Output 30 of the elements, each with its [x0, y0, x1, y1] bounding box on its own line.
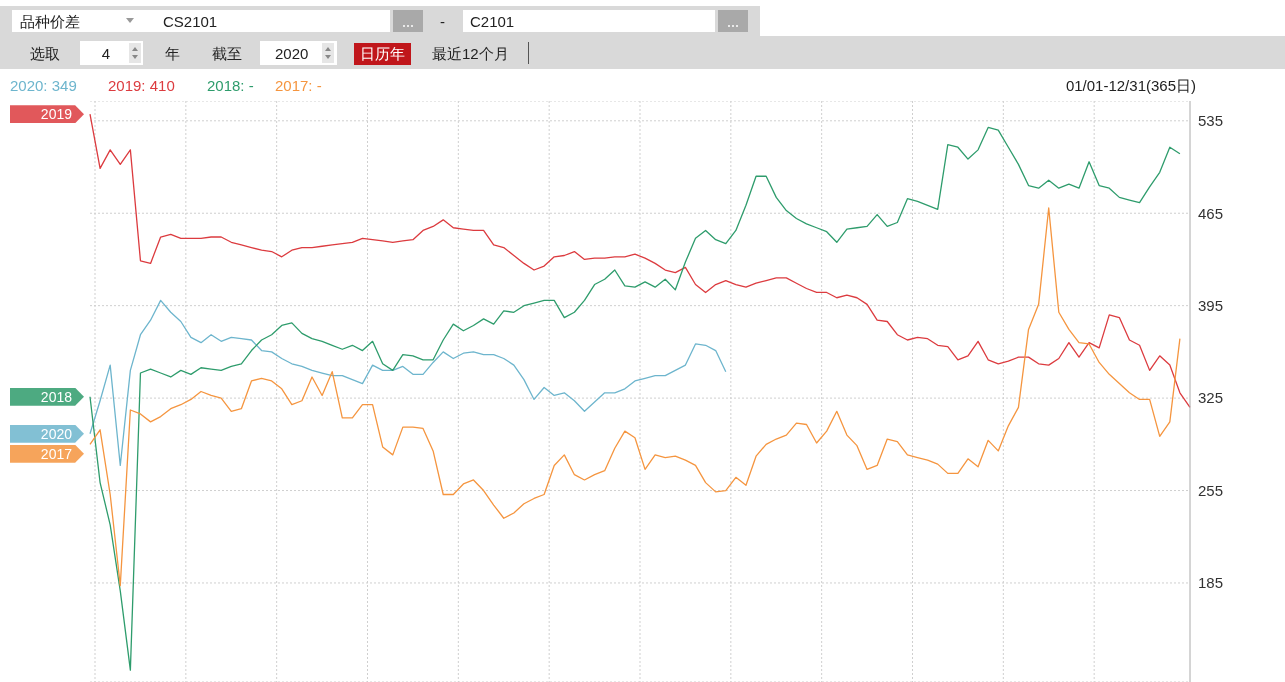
series-label: 2018: [10, 387, 84, 406]
text: C2101: [470, 12, 515, 32]
y-tick-label: 465: [1198, 204, 1224, 222]
text: 2017: -: [275, 76, 322, 96]
series-label: 2019: [10, 105, 84, 124]
y-tick-label: 395: [1198, 297, 1224, 314]
text: 2020: [275, 44, 309, 64]
series-label: 2020: [10, 424, 84, 443]
y-tick-label: 255: [1198, 481, 1224, 499]
y-tick-label: 185: [1198, 574, 1224, 592]
text: 年: [165, 44, 180, 64]
text: 2020: 349: [10, 76, 77, 96]
text: 最近12个月: [432, 44, 509, 64]
text: CS2101: [163, 12, 218, 32]
text: 4: [101, 44, 110, 64]
text: 日历年: [354, 43, 411, 65]
text: 01/01-12/31(365日): [1065, 76, 1196, 96]
y-tick-label: 325: [1198, 389, 1224, 407]
line-series: [89, 113, 1191, 408]
text: 品种价差: [20, 12, 80, 32]
text: 2018: -: [207, 76, 254, 96]
text: 截至: [212, 44, 242, 64]
text: 选取: [30, 44, 60, 64]
series-label: 2017: [10, 444, 84, 463]
text: -: [440, 12, 445, 32]
line-series: [89, 299, 727, 467]
y-tick-label: 535: [1198, 112, 1224, 130]
line-series: [89, 126, 1181, 671]
line-series: [89, 207, 1181, 587]
text: 2019: 410: [108, 76, 175, 96]
